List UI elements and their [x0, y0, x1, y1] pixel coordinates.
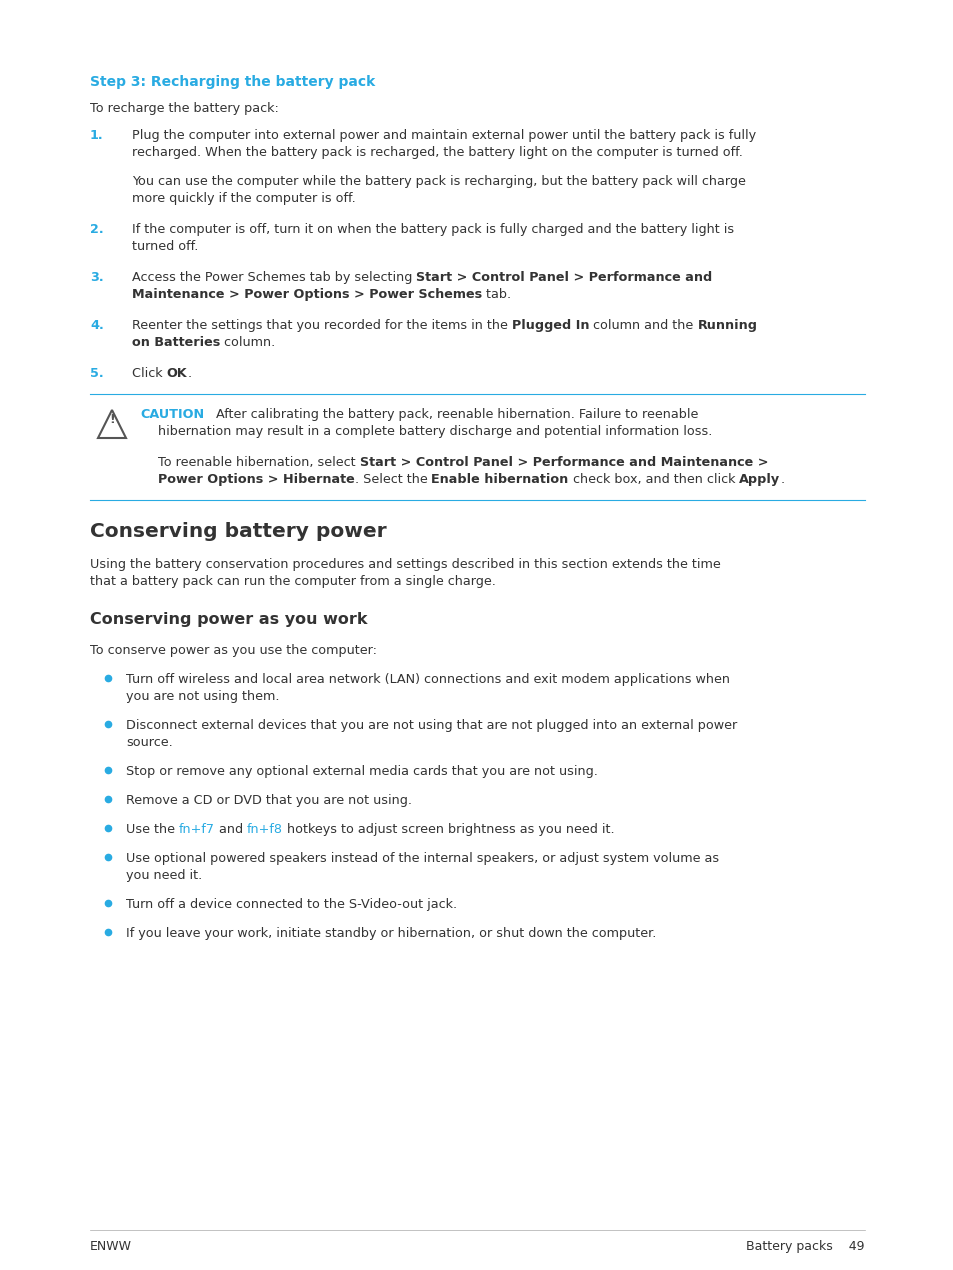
Text: You can use the computer while the battery pack is recharging, but the battery p: You can use the computer while the batte… [132, 175, 745, 188]
Text: Battery packs    49: Battery packs 49 [745, 1240, 864, 1253]
Text: Turn off a device connected to the S-Video-out jack.: Turn off a device connected to the S-Vid… [126, 898, 456, 911]
Text: tab.: tab. [481, 288, 511, 301]
Text: To conserve power as you use the computer:: To conserve power as you use the compute… [90, 644, 376, 657]
Text: hotkeys to adjust screen brightness as you need it.: hotkeys to adjust screen brightness as y… [283, 823, 614, 836]
Text: . Select the: . Select the [355, 472, 431, 486]
Text: ENWW: ENWW [90, 1240, 132, 1253]
Text: !: ! [109, 413, 114, 427]
Text: column and the: column and the [589, 319, 697, 331]
Text: If you leave your work, initiate standby or hibernation, or shut down the comput: If you leave your work, initiate standby… [126, 927, 656, 940]
Text: 3.: 3. [90, 271, 104, 284]
Text: .: . [187, 367, 192, 380]
Text: turned off.: turned off. [132, 240, 198, 253]
Text: source.: source. [126, 737, 172, 749]
Text: Reenter the settings that you recorded for the items in the: Reenter the settings that you recorded f… [132, 319, 512, 331]
Text: Plugged In: Plugged In [512, 319, 589, 331]
Text: Conserving battery power: Conserving battery power [90, 522, 386, 541]
Text: fn+f7: fn+f7 [179, 823, 214, 836]
Text: If the computer is off, turn it on when the battery pack is fully charged and th: If the computer is off, turn it on when … [132, 224, 734, 236]
Text: Remove a CD or DVD that you are not using.: Remove a CD or DVD that you are not usin… [126, 794, 412, 806]
Text: CAUTION: CAUTION [140, 408, 204, 420]
Text: Enable hibernation: Enable hibernation [431, 472, 568, 486]
Text: Running: Running [697, 319, 757, 331]
Text: Step 3: Recharging the battery pack: Step 3: Recharging the battery pack [90, 75, 375, 89]
Text: and: and [214, 823, 247, 836]
Text: Use optional powered speakers instead of the internal speakers, or adjust system: Use optional powered speakers instead of… [126, 852, 719, 865]
Text: .: . [780, 472, 783, 486]
Text: Use the: Use the [126, 823, 179, 836]
Text: recharged. When the battery pack is recharged, the battery light on the computer: recharged. When the battery pack is rech… [132, 146, 742, 159]
Text: OK: OK [167, 367, 187, 380]
Text: To reenable hibernation, select: To reenable hibernation, select [158, 456, 359, 469]
Text: 1.: 1. [90, 130, 104, 142]
Text: 5.: 5. [90, 367, 104, 380]
Text: fn+f8: fn+f8 [247, 823, 283, 836]
Text: check box, and then click: check box, and then click [568, 472, 739, 486]
Text: To recharge the battery pack:: To recharge the battery pack: [90, 102, 278, 116]
Text: 4.: 4. [90, 319, 104, 331]
Text: Disconnect external devices that you are not using that are not plugged into an : Disconnect external devices that you are… [126, 719, 737, 732]
Text: 2.: 2. [90, 224, 104, 236]
Text: you need it.: you need it. [126, 869, 202, 881]
Text: Start > Control Panel > Performance and Maintenance >: Start > Control Panel > Performance and … [359, 456, 767, 469]
Text: After calibrating the battery pack, reenable hibernation. Failure to reenable: After calibrating the battery pack, reen… [204, 408, 698, 420]
Text: more quickly if the computer is off.: more quickly if the computer is off. [132, 192, 355, 204]
Text: Turn off wireless and local area network (LAN) connections and exit modem applic: Turn off wireless and local area network… [126, 673, 729, 686]
Text: Apply: Apply [739, 472, 780, 486]
Text: column.: column. [220, 337, 275, 349]
Text: Conserving power as you work: Conserving power as you work [90, 612, 367, 627]
Text: Using the battery conservation procedures and settings described in this section: Using the battery conservation procedure… [90, 558, 720, 572]
Text: Click: Click [132, 367, 167, 380]
Text: Plug the computer into external power and maintain external power until the batt: Plug the computer into external power an… [132, 130, 756, 142]
Text: you are not using them.: you are not using them. [126, 690, 279, 704]
Text: Maintenance > Power Options > Power Schemes: Maintenance > Power Options > Power Sche… [132, 288, 481, 301]
Text: on Batteries: on Batteries [132, 337, 220, 349]
Text: Start > Control Panel > Performance and: Start > Control Panel > Performance and [416, 271, 712, 284]
Text: Access the Power Schemes tab by selecting: Access the Power Schemes tab by selectin… [132, 271, 416, 284]
Text: Power Options > Hibernate: Power Options > Hibernate [158, 472, 355, 486]
Text: Stop or remove any optional external media cards that you are not using.: Stop or remove any optional external med… [126, 765, 598, 779]
Text: hibernation may result in a complete battery discharge and potential information: hibernation may result in a complete bat… [158, 425, 712, 438]
Text: that a battery pack can run the computer from a single charge.: that a battery pack can run the computer… [90, 575, 496, 588]
